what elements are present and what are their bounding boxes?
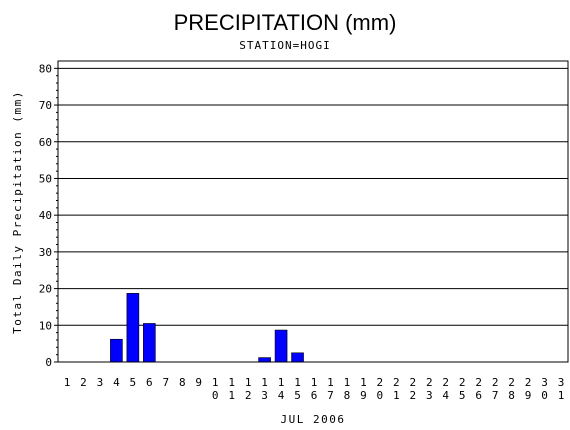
y-tick-label: 40	[39, 209, 52, 222]
bars-group	[110, 293, 304, 363]
bar-day-15	[291, 352, 304, 363]
x-axis-label: JUL 2006	[281, 413, 346, 426]
bar-day-4	[110, 338, 123, 363]
bar-day-5	[126, 293, 140, 363]
x-axis-ticks: 1 2 3 4 5 6 7 8 9 1 01 11 21 31 41 51 61 71 81 92 02 12 22 32 42…	[64, 376, 565, 402]
x-tick-label: 5	[130, 376, 137, 389]
x-tick-label: 8	[179, 376, 186, 389]
chart-title: PRECIPITATION (mm)	[174, 10, 397, 35]
x-tick-label: 6	[146, 376, 153, 389]
y-tick-label: 0	[45, 356, 52, 369]
y-tick-label: 30	[39, 246, 52, 259]
y-tick-label: 70	[39, 99, 52, 112]
bar-day-6	[143, 323, 156, 363]
y-tick-label: 80	[39, 62, 52, 75]
y-tick-label: 20	[39, 283, 52, 296]
x-tick-label: 3	[97, 376, 104, 389]
chart-subtitle: STATION=HOGI	[239, 39, 330, 52]
plot-frame	[57, 60, 569, 363]
y-tick-label: 10	[39, 319, 52, 332]
grid-lines	[58, 67, 568, 326]
x-tick-label: 9	[195, 376, 202, 389]
y-tick-label: 50	[39, 172, 52, 185]
bar-day-13	[258, 357, 271, 363]
y-tick-label: 60	[39, 136, 52, 149]
x-tick-label: 2	[80, 376, 87, 389]
bar-day-14	[274, 329, 288, 363]
y-axis-label: Total Daily Precipitation (mm)	[11, 90, 24, 334]
x-tick-label: 7	[162, 376, 169, 389]
y-axis-ticks: 0 10 20 30 40 50 60 70 80	[39, 62, 58, 369]
x-tick-label: 4	[113, 376, 120, 389]
x-tick-label: 1	[64, 376, 71, 389]
